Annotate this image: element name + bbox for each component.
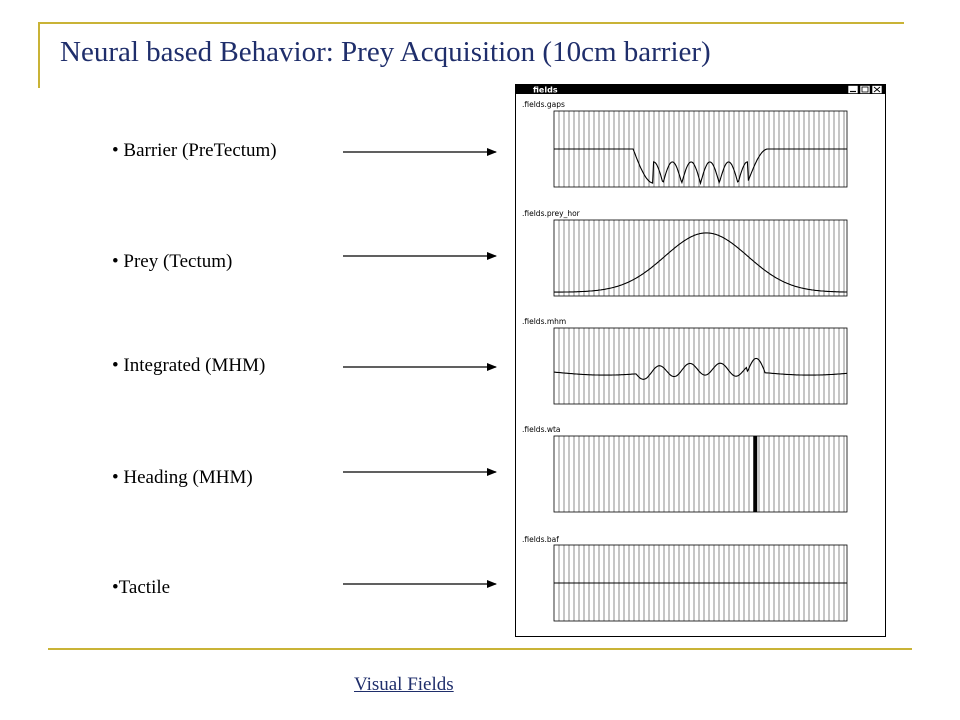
panel-grid	[558, 328, 845, 404]
panel-border	[553, 327, 848, 405]
field-signal-curve	[553, 357, 848, 380]
panel-label-wta: .fields.wta	[522, 425, 561, 434]
wta-winner-bar	[753, 436, 758, 512]
field-signal-curve	[554, 148, 847, 186]
panel-label-prey: .fields.prey_hor	[522, 209, 581, 218]
bullet-tactile: •Tactile	[112, 577, 171, 598]
panel-border	[553, 219, 848, 297]
field-signal-curve	[554, 232, 847, 293]
field-panel-prey	[553, 219, 848, 297]
window-title: fields	[533, 86, 558, 95]
field-panel-baf	[553, 544, 848, 622]
panel-border	[553, 435, 848, 513]
bullet-integrated: • Integrated (MHM)	[112, 355, 266, 376]
bottom-decor-line	[48, 648, 912, 650]
panel-grid	[558, 111, 845, 187]
field-panel-mhm	[553, 327, 848, 405]
window-titlebar[interactable]	[516, 85, 885, 94]
slide-title: Neural based Behavior: Prey Acquisition …	[60, 36, 711, 68]
panel-label-baf: .fields.baf	[522, 535, 559, 544]
left-decor-line	[38, 22, 40, 88]
field-panel-gaps	[553, 110, 848, 188]
minimize-button[interactable]	[847, 85, 859, 94]
bullet-prey: • Prey (Tectum)	[112, 251, 233, 272]
panel-label-gaps: .fields.gaps	[522, 100, 565, 109]
top-decor-line	[38, 22, 904, 24]
panel-label-mhm: .fields.mhm	[522, 317, 566, 326]
field-panel-wta	[553, 435, 848, 513]
panel-grid	[558, 220, 845, 296]
visual-fields-link[interactable]: Visual Fields	[354, 674, 454, 695]
panel-grid	[558, 436, 845, 512]
close-button[interactable]	[871, 85, 883, 94]
maximize-button[interactable]	[859, 85, 871, 94]
bullet-heading: • Heading (MHM)	[112, 467, 253, 488]
fields-window[interactable]: fields .fields.gaps .fields.prey_hor .fi…	[515, 84, 886, 637]
bullet-barrier: • Barrier (PreTectum)	[112, 140, 277, 161]
